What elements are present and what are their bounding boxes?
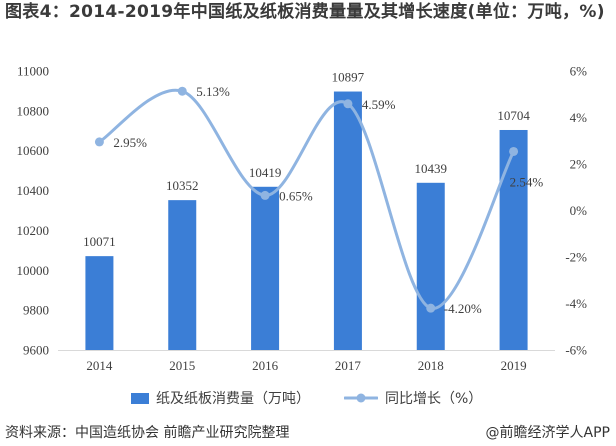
legend-bar-swatch <box>131 392 149 404</box>
y-right-tick-label: -6% <box>565 343 587 358</box>
y-right-tick-label: 4% <box>570 110 588 125</box>
y-right-tick-label: 2% <box>570 157 588 172</box>
y-right-tick-label: 0% <box>570 203 588 218</box>
bar-label-2016: 10419 <box>249 165 282 180</box>
growth-label-2014: 2.95% <box>113 135 147 150</box>
bar-2016 <box>251 186 280 350</box>
growth-point-2019 <box>509 146 519 156</box>
y-left-tick-label: 10800 <box>17 103 50 118</box>
growth-label-2019: 2.54% <box>510 174 544 189</box>
growth-point-2017 <box>343 99 353 109</box>
brand-credit: @前瞻经济学人APP <box>485 425 610 441</box>
growth-label-2017: 4.59% <box>362 97 396 112</box>
bar-2014 <box>85 256 114 350</box>
y-left-tick-label: 10000 <box>17 263 50 278</box>
y-right-tick-label: -2% <box>565 250 587 265</box>
y-left-axis: 9600 9800 10000 10200 10400 10600 10800 11000 <box>17 64 50 358</box>
bar-2017 <box>333 91 362 350</box>
y-right-tick-label: 6% <box>570 64 588 79</box>
x-tick-label: 2015 <box>169 358 195 373</box>
y-left-tick-label: 10400 <box>17 183 50 198</box>
y-left-tick-label: 9800 <box>23 303 49 318</box>
legend-label-growth: 同比增长（%） <box>385 391 483 407</box>
x-axis: 2014 2015 2016 2017 2018 2019 <box>86 358 526 373</box>
y-left-tick-label: 9600 <box>23 343 49 358</box>
growth-point-2014 <box>94 137 104 147</box>
legend-label-consumption: 纸及纸板消费量（万吨） <box>156 391 310 407</box>
legend-line-swatch <box>344 393 378 403</box>
x-tick-label: 2017 <box>335 358 362 373</box>
legend-item-consumption: 纸及纸板消费量（万吨） <box>131 389 310 407</box>
bar-label-2015: 10352 <box>166 178 199 193</box>
growth-label-2015: 5.13% <box>196 84 230 99</box>
growth-point-2015 <box>177 86 187 96</box>
x-tick-label: 2018 <box>418 358 444 373</box>
y-left-tick-label: 10200 <box>17 223 50 238</box>
y-right-tick-label: -4% <box>565 296 587 311</box>
bar-2018 <box>416 182 445 350</box>
growth-point-2016 <box>260 190 270 200</box>
x-tick-label: 2014 <box>86 358 113 373</box>
growth-label-2018: -4.20% <box>444 301 482 316</box>
x-tick-label: 2016 <box>252 358 279 373</box>
bar-label-2017: 10897 <box>332 70 365 85</box>
y-left-tick-label: 10600 <box>17 143 50 158</box>
bar-label-2018: 10439 <box>415 161 448 176</box>
x-tick-label: 2019 <box>501 358 527 373</box>
y-right-axis: -6% -4% -2% 0% 2% 4% 6% <box>565 64 587 358</box>
growth-point-2018 <box>426 303 436 313</box>
y-left-tick-label: 11000 <box>17 64 49 79</box>
source-note: 资料来源：中国造纸协会 前瞻产业研究院整理 <box>5 425 290 441</box>
bar-2019 <box>499 129 528 350</box>
chart-title: 图表4：2014-2019年中国纸及纸板消费量量及其增长速度(单位：万吨，%) <box>5 2 605 22</box>
growth-label-2016: 0.65% <box>279 188 313 203</box>
bar-label-2014: 10071 <box>83 234 116 249</box>
legend-item-growth: 同比增长（%） <box>344 389 482 407</box>
consumption-bars: 10071 10352 10419 10897 10439 10704 <box>83 70 530 350</box>
growth-line-series: 2.95% 5.13% 0.65% 4.59% -4.20% 2.54% <box>94 84 544 316</box>
bar-2015 <box>168 200 197 350</box>
bar-label-2019: 10704 <box>497 108 530 123</box>
